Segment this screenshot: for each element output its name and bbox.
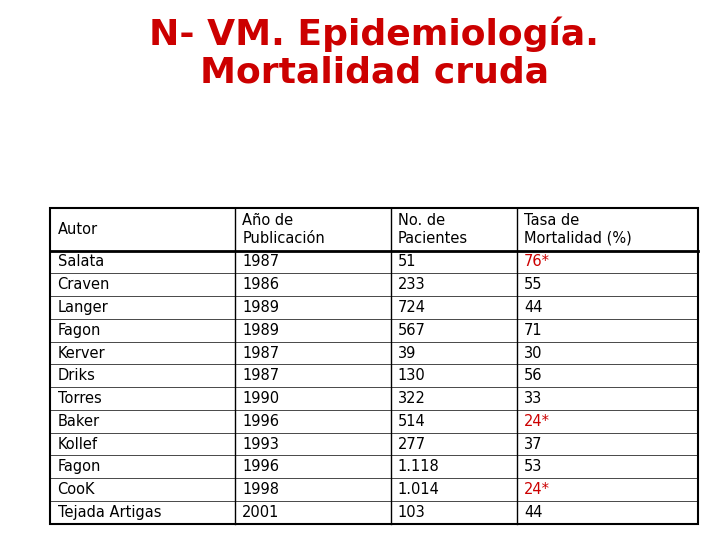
Text: Fagon: Fagon xyxy=(58,460,101,474)
Text: 1.014: 1.014 xyxy=(397,482,440,497)
Text: 1990: 1990 xyxy=(242,391,279,406)
Text: 322: 322 xyxy=(397,391,426,406)
Text: 1996: 1996 xyxy=(242,414,279,429)
Text: 56: 56 xyxy=(524,368,543,383)
Text: 1998: 1998 xyxy=(242,482,279,497)
Text: 1993: 1993 xyxy=(242,437,279,451)
Text: 37: 37 xyxy=(524,437,543,451)
Text: 567: 567 xyxy=(397,323,426,338)
Text: 30: 30 xyxy=(524,346,543,361)
Text: 1989: 1989 xyxy=(242,323,279,338)
Text: 33: 33 xyxy=(524,391,542,406)
Text: Fagon: Fagon xyxy=(58,323,101,338)
Text: 1996: 1996 xyxy=(242,460,279,474)
Text: 130: 130 xyxy=(397,368,426,383)
Bar xyxy=(50,208,698,524)
Text: 724: 724 xyxy=(397,300,426,315)
Text: Tejada Artigas: Tejada Artigas xyxy=(58,505,161,520)
Text: 514: 514 xyxy=(397,414,426,429)
Text: 76*: 76* xyxy=(524,254,550,269)
Text: Autor: Autor xyxy=(58,222,98,237)
Text: 44: 44 xyxy=(524,505,543,520)
Text: Langer: Langer xyxy=(58,300,108,315)
Text: 24*: 24* xyxy=(524,414,550,429)
Text: Torres: Torres xyxy=(58,391,102,406)
Text: Kollef: Kollef xyxy=(58,437,98,451)
Text: 53: 53 xyxy=(524,460,543,474)
Text: 2001: 2001 xyxy=(242,505,279,520)
Text: 1987: 1987 xyxy=(242,254,279,269)
Text: 1987: 1987 xyxy=(242,368,279,383)
Text: Salata: Salata xyxy=(58,254,104,269)
Text: Driks: Driks xyxy=(58,368,96,383)
Text: 1987: 1987 xyxy=(242,346,279,361)
Text: Año de
Publicación: Año de Publicación xyxy=(242,213,325,246)
Text: 103: 103 xyxy=(397,505,426,520)
Text: 51: 51 xyxy=(397,254,416,269)
Text: 1989: 1989 xyxy=(242,300,279,315)
Text: Baker: Baker xyxy=(58,414,100,429)
Text: Craven: Craven xyxy=(58,277,110,292)
Text: Tasa de
Mortalidad (%): Tasa de Mortalidad (%) xyxy=(524,213,632,246)
Text: 1986: 1986 xyxy=(242,277,279,292)
Text: 71: 71 xyxy=(524,323,543,338)
Text: 44: 44 xyxy=(524,300,543,315)
Text: CooK: CooK xyxy=(58,482,95,497)
Text: N- VM. Epidemiología.
Mortalidad cruda: N- VM. Epidemiología. Mortalidad cruda xyxy=(150,16,599,90)
Text: 233: 233 xyxy=(397,277,426,292)
Text: 39: 39 xyxy=(397,346,416,361)
Text: No. de
Pacientes: No. de Pacientes xyxy=(397,213,468,246)
Text: Kerver: Kerver xyxy=(58,346,105,361)
Text: 24*: 24* xyxy=(524,482,550,497)
Text: 55: 55 xyxy=(524,277,543,292)
Text: 1.118: 1.118 xyxy=(397,460,439,474)
Text: 277: 277 xyxy=(397,437,426,451)
